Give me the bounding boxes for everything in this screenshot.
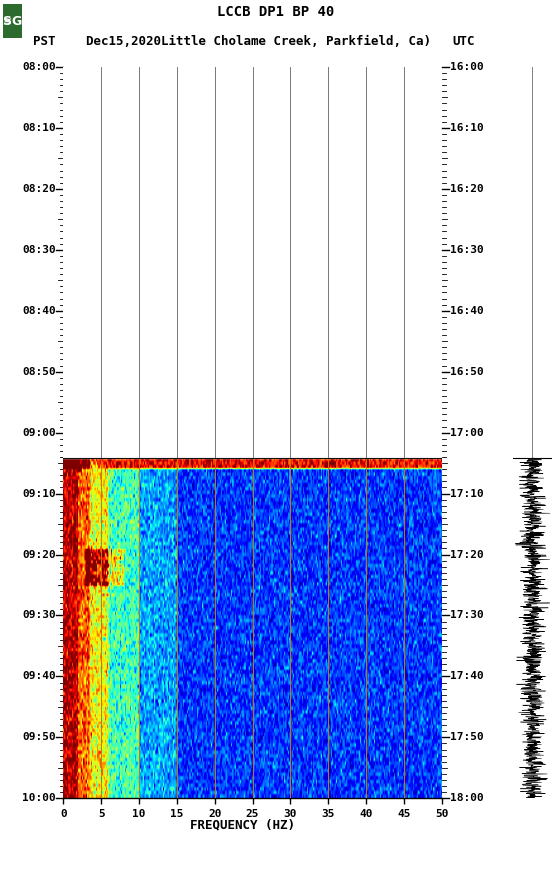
Text: 08:20: 08:20 xyxy=(22,184,56,194)
Text: 09:40: 09:40 xyxy=(22,672,56,681)
Text: 09:00: 09:00 xyxy=(22,427,56,438)
Text: 16:10: 16:10 xyxy=(450,123,484,133)
Text: 09:10: 09:10 xyxy=(22,489,56,499)
Text: PST: PST xyxy=(33,35,56,48)
Text: 17:40: 17:40 xyxy=(450,672,484,681)
Text: 16:40: 16:40 xyxy=(450,306,484,316)
Text: 16:00: 16:00 xyxy=(450,62,484,72)
Text: UTC: UTC xyxy=(453,35,475,48)
Text: 16:30: 16:30 xyxy=(450,244,484,255)
Text: 08:10: 08:10 xyxy=(22,123,56,133)
Text: 16:20: 16:20 xyxy=(450,184,484,194)
Text: 09:30: 09:30 xyxy=(22,610,56,621)
Text: ≋: ≋ xyxy=(3,16,12,27)
Text: 18:00: 18:00 xyxy=(450,793,484,804)
Text: LCCB DP1 BP 40: LCCB DP1 BP 40 xyxy=(217,5,335,20)
Text: 08:40: 08:40 xyxy=(22,306,56,316)
Text: 17:50: 17:50 xyxy=(450,732,484,742)
Text: 17:10: 17:10 xyxy=(450,489,484,499)
Text: 09:50: 09:50 xyxy=(22,732,56,742)
Text: Dec15,2020Little Cholame Creek, Parkfield, Ca): Dec15,2020Little Cholame Creek, Parkfiel… xyxy=(86,35,431,48)
Text: 08:50: 08:50 xyxy=(22,367,56,376)
Text: 17:30: 17:30 xyxy=(450,610,484,621)
Text: 16:50: 16:50 xyxy=(450,367,484,376)
Text: 09:20: 09:20 xyxy=(22,549,56,559)
Text: 08:00: 08:00 xyxy=(22,62,56,72)
Text: USGS: USGS xyxy=(0,15,31,28)
Text: 17:00: 17:00 xyxy=(450,427,484,438)
Text: 08:30: 08:30 xyxy=(22,244,56,255)
FancyBboxPatch shape xyxy=(3,4,23,38)
Text: 17:20: 17:20 xyxy=(450,549,484,559)
Text: FREQUENCY (HZ): FREQUENCY (HZ) xyxy=(190,818,295,831)
Text: 10:00: 10:00 xyxy=(22,793,56,804)
